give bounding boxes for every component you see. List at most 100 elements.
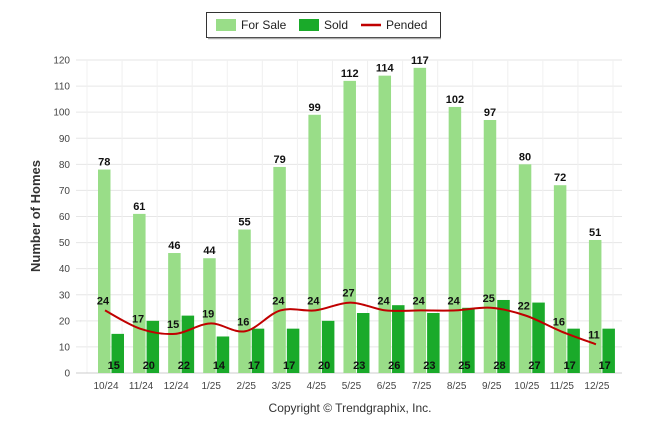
label-pended: 16 [553, 316, 565, 328]
label-for-sale: 79 [273, 154, 285, 166]
x-tick-label: 8/25 [447, 381, 467, 392]
bar-for-sale [203, 258, 216, 373]
y-tick-label: 90 [59, 134, 71, 145]
bar-for-sale [378, 75, 392, 374]
x-tick-label: 3/25 [272, 381, 292, 392]
label-sold: 17 [563, 360, 575, 372]
label-sold: 27 [528, 360, 540, 372]
bar-sold [567, 328, 580, 373]
bar-for-sale [308, 114, 321, 374]
y-tick-label: 100 [53, 108, 70, 119]
label-sold: 20 [318, 360, 330, 372]
label-pended: 24 [448, 295, 461, 307]
bar-for-sale [413, 67, 427, 373]
bar-sold [146, 320, 160, 373]
x-tick-label: 10/25 [514, 381, 539, 392]
bar-for-sale [343, 80, 356, 373]
label-for-sale: 99 [309, 102, 321, 114]
y-tick-label: 20 [59, 316, 71, 327]
label-for-sale: 112 [341, 68, 359, 80]
bar-for-sale [168, 253, 181, 373]
label-for-sale: 51 [589, 227, 601, 239]
label-pended: 19 [202, 308, 214, 320]
bar-for-sale [483, 119, 497, 373]
y-tick-label: 0 [64, 369, 70, 380]
copyright-text: Copyright © Trendgraphix, Inc. [269, 401, 432, 415]
x-tick-label: 12/24 [164, 381, 189, 392]
legend-box [206, 12, 441, 38]
legend-label-for-sale: For Sale [241, 18, 287, 32]
pended-line-path [104, 301, 597, 346]
bar-sold [321, 320, 335, 373]
y-tick-label: 60 [59, 212, 71, 223]
label-sold: 15 [108, 360, 120, 372]
label-pended: 25 [483, 293, 495, 305]
label-sold: 20 [143, 360, 155, 372]
label-pended: 15 [167, 319, 179, 331]
label-pended: 24 [412, 295, 425, 307]
bar-for-sale [273, 166, 286, 373]
label-pended: 24 [272, 295, 285, 307]
label-for-sale: 55 [238, 217, 250, 229]
label-sold: 17 [283, 360, 295, 372]
label-sold: 23 [423, 360, 435, 372]
label-sold: 17 [599, 360, 611, 372]
bar-sold [462, 307, 475, 373]
axes: 0 10 20 30 40 50 60 70 80 90 100 110 120 10/24 11/24 12… [53, 56, 622, 392]
label-sold: 26 [388, 360, 400, 372]
bar-sold [356, 313, 370, 373]
x-tick-label: 7/25 [412, 381, 432, 392]
label-pended: 24 [307, 295, 320, 307]
bar-sold [111, 333, 124, 373]
x-tick-label: 2/25 [237, 381, 257, 392]
label-for-sale: 97 [484, 107, 496, 119]
bar-for-sale [553, 185, 567, 373]
y-tick-label: 10 [59, 342, 71, 353]
bar-sold [251, 328, 265, 373]
bar-for-sale [238, 229, 251, 373]
x-tick-label: 10/24 [93, 381, 118, 392]
y-tick-label: 70 [59, 186, 71, 197]
label-sold: 23 [353, 360, 365, 372]
legend-label-sold: Sold [324, 18, 348, 32]
x-tick-label: 9/25 [482, 381, 502, 392]
pended-line [104, 301, 597, 346]
x-tick-label: 1/25 [201, 381, 221, 392]
label-for-sale: 78 [98, 157, 110, 169]
label-pended: 22 [518, 301, 530, 313]
label-pended: 27 [342, 288, 354, 300]
x-tick-label: 4/25 [307, 381, 327, 392]
x-tick-label: 5/25 [342, 381, 362, 392]
label-for-sale: 72 [554, 172, 566, 184]
label-pended: 11 [588, 329, 600, 341]
x-tick-label: 12/25 [584, 381, 609, 392]
label-pended: 16 [237, 316, 249, 328]
y-tick-label: 80 [59, 160, 71, 171]
legend-label-pended: Pended [386, 18, 427, 32]
bar-sold [427, 313, 440, 373]
label-for-sale: 80 [519, 151, 531, 163]
bar-for-sale [588, 239, 602, 373]
legend: For Sale Sold Pended [206, 12, 441, 40]
y-tick-label: 110 [54, 82, 70, 93]
label-pended: 24 [97, 295, 110, 307]
bar-for-sale [133, 213, 146, 373]
x-tick-label: 6/25 [377, 381, 397, 392]
bar-for-sale [518, 164, 532, 373]
label-sold: 22 [178, 360, 190, 372]
y-tick-label: 120 [53, 56, 70, 67]
label-for-sale: 102 [446, 94, 464, 106]
bar-sold [497, 299, 510, 373]
x-tick-label: 11/25 [550, 381, 575, 392]
label-sold: 14 [213, 360, 226, 372]
label-for-sale: 117 [411, 55, 429, 67]
label-for-sale: 114 [376, 63, 395, 75]
y-tick-label: 30 [59, 290, 71, 301]
x-tick-label: 11/24 [129, 381, 154, 392]
label-pended: 24 [377, 295, 390, 307]
y-axis-label: Number of Homes [28, 160, 43, 272]
y-tick-label: 40 [59, 264, 71, 275]
bar-sold [392, 305, 405, 373]
label-sold: 17 [248, 360, 260, 372]
